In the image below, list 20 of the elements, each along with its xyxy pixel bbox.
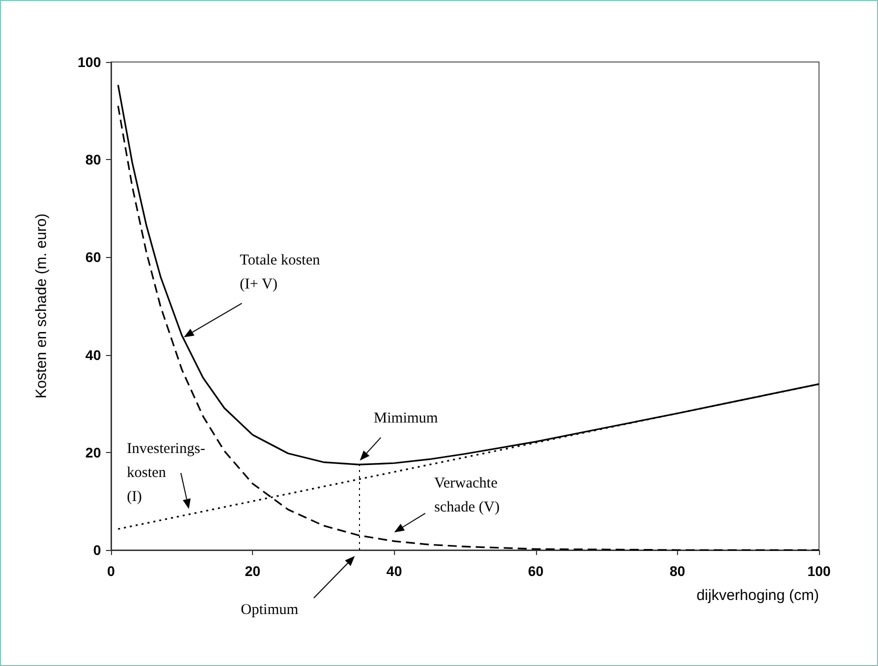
y-tick-label: 20 xyxy=(85,444,102,460)
line-series xyxy=(117,105,820,551)
x-axis-title: dijkverhoging (cm) xyxy=(696,587,819,604)
y-tick-label: 60 xyxy=(85,249,102,266)
y-axis-title: Kosten en schade (m. euro) xyxy=(33,213,50,399)
x-tick-label: 20 xyxy=(244,563,261,579)
text: Optimum xyxy=(240,602,299,618)
x-tick-label: 60 xyxy=(528,563,544,579)
y-tick-label: 100 xyxy=(78,54,102,70)
x-tick-label: 0 xyxy=(107,563,116,579)
y-tick-label: 80 xyxy=(85,152,102,168)
annotation: Mimimum xyxy=(374,410,438,427)
y-tick-label: 40 xyxy=(85,346,102,363)
x-tick-label: 40 xyxy=(386,563,402,579)
annotation: Totale kosten (I+ V) xyxy=(240,252,320,292)
x-tick-label: 100 xyxy=(807,563,831,579)
annotation: Verwachte schade (V) xyxy=(434,475,500,516)
y-tick-label: 0 xyxy=(93,542,102,558)
x-tick-label: 80 xyxy=(670,563,686,579)
annotation: Investerings- kosten (I) xyxy=(126,440,206,505)
